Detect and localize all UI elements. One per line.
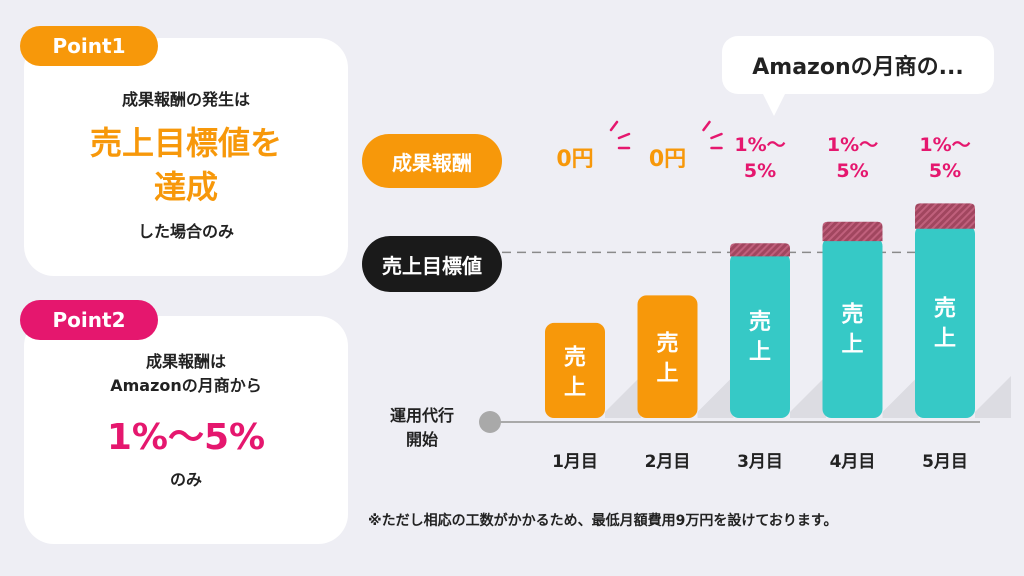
category-label-5: 5月目 bbox=[922, 452, 968, 472]
fee-cap-4 bbox=[822, 221, 883, 242]
category-label-1: 1月目 bbox=[552, 452, 598, 472]
bar-label-3: 売 bbox=[749, 309, 771, 335]
bar-3 bbox=[730, 252, 790, 418]
bar-label-2: 上 bbox=[656, 362, 678, 387]
bar-label-2: 売 bbox=[656, 331, 678, 357]
point1-highlight-1: 売上目標値を bbox=[89, 124, 282, 162]
fee-value-5: 1%〜 bbox=[919, 134, 970, 156]
point1-badge: Point1 bbox=[20, 26, 158, 66]
bar-label-4: 上 bbox=[841, 333, 863, 358]
fee-cap-3 bbox=[730, 243, 790, 257]
fee-value-3: 5% bbox=[744, 160, 776, 182]
point2-outro: のみ bbox=[169, 470, 202, 489]
fee-label: 成果報酬 bbox=[362, 134, 502, 188]
bar-2 bbox=[637, 295, 698, 418]
point2-card: 成果報酬は Amazonの月商から 1%〜5% のみ bbox=[24, 316, 348, 544]
point2-highlight: 1%〜5% bbox=[106, 417, 266, 458]
point1-intro: 成果報酬の発生は bbox=[121, 90, 250, 109]
fee-value-1: 0円 bbox=[556, 147, 593, 172]
point1-card: 成果報酬の発生は 売上目標値を 達成 した場合のみ bbox=[24, 38, 348, 276]
fee-cap-5 bbox=[915, 203, 975, 229]
footnote: ※ただし相応の工数がかかるため、最低月額費用9万円を設けております。 bbox=[368, 513, 838, 529]
bar-shadow bbox=[975, 376, 1011, 418]
bar-label-1: 売 bbox=[564, 344, 586, 370]
point1-highlight-2: 達成 bbox=[153, 168, 218, 206]
speech-bubble: Amazonの月商の... bbox=[722, 36, 994, 94]
bar-label-5: 上 bbox=[934, 326, 956, 351]
fee-value-2: 0円 bbox=[649, 147, 686, 172]
bar-label-5: 売 bbox=[934, 295, 956, 321]
point2-line2: Amazonの月商から bbox=[110, 376, 262, 395]
bar-shadow bbox=[605, 376, 641, 418]
fee-value-4: 5% bbox=[836, 160, 868, 182]
start-label: 運用代行 開始 bbox=[372, 404, 472, 452]
point1-outro: した場合のみ bbox=[137, 222, 234, 241]
sparkle-mark bbox=[609, 120, 619, 132]
bar-4 bbox=[822, 237, 883, 418]
bar-1 bbox=[545, 322, 605, 418]
bar-5 bbox=[915, 224, 975, 418]
start-label-line1: 運用代行 bbox=[389, 406, 454, 425]
sparkle-mark bbox=[710, 132, 723, 140]
start-dot bbox=[479, 411, 501, 433]
bar-shadow bbox=[790, 376, 826, 418]
bar-label-3: 上 bbox=[749, 340, 771, 365]
bar-shadow bbox=[697, 376, 734, 418]
fee-value-3: 1%〜 bbox=[734, 134, 785, 156]
fee-value-5: 5% bbox=[929, 160, 961, 182]
bar-label-4: 売 bbox=[841, 302, 863, 328]
point2-badge: Point2 bbox=[20, 300, 158, 340]
category-label-3: 3月目 bbox=[737, 452, 783, 472]
category-label-2: 2月目 bbox=[645, 452, 691, 472]
point2-line1: 成果報酬は bbox=[145, 352, 226, 371]
sparkle-mark bbox=[617, 132, 631, 140]
sparkle-mark bbox=[702, 120, 711, 132]
category-label-4: 4月目 bbox=[830, 452, 876, 472]
start-label-line2: 開始 bbox=[405, 430, 438, 449]
bar-shadow bbox=[882, 376, 919, 418]
bar-label-1: 上 bbox=[564, 375, 586, 400]
fee-value-4: 1%〜 bbox=[827, 134, 878, 156]
speech-bubble-tail bbox=[762, 92, 786, 116]
target-label: 売上目標値 bbox=[362, 236, 502, 292]
